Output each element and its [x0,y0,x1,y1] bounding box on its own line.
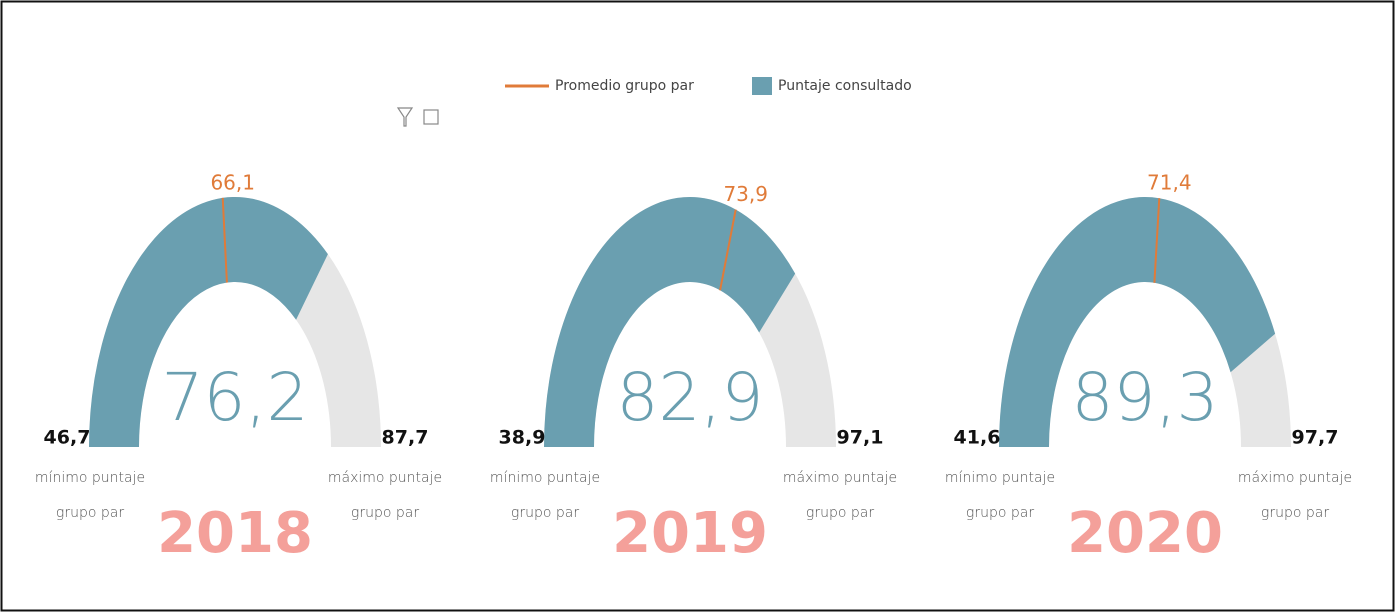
max-label: 97,1 [837,427,884,449]
legend-swatch [752,77,772,95]
min-caption: mínimo puntaje [490,470,600,486]
max-caption: máximo puntaje [783,470,897,486]
gauge-target [221,197,228,283]
year-title: 2020 [1067,501,1223,566]
gauge-value [544,197,796,447]
legend-label: Puntaje consultado [778,78,912,94]
gauge-value [999,197,1276,447]
focus-icon[interactable] [423,109,439,125]
visual-icons[interactable] [396,107,439,127]
min-caption: mínimo puntaje [945,470,1055,486]
max-caption: máximo puntaje [328,470,442,486]
target-label: 66,1 [210,170,255,194]
max-caption: grupo par [1261,505,1329,521]
min-label: 38,9 [499,427,546,449]
max-label: 97,7 [1292,427,1339,449]
target-label: 71,4 [1147,171,1192,195]
max-caption: grupo par [806,505,874,521]
year-title: 2019 [612,501,768,566]
min-caption: mínimo puntaje [35,470,145,486]
legend-label: Promedio grupo par [555,78,694,94]
filter-icon[interactable] [396,107,414,127]
year-title: 2018 [157,501,313,566]
gauge-target [719,209,737,291]
target-label: 73,9 [723,182,768,206]
value-label: 89,3 [1072,359,1219,436]
max-caption: grupo par [351,505,419,521]
value-label: 76,2 [162,359,309,436]
min-caption: grupo par [511,505,579,521]
min-label: 46,7 [44,427,91,449]
min-caption: grupo par [966,505,1034,521]
value-label: 82,9 [617,359,764,436]
gauge-target [1153,198,1161,283]
min-label: 41,6 [954,427,1001,449]
max-caption: máximo puntaje [1238,470,1352,486]
gauge-value [89,197,328,447]
min-caption: grupo par [56,505,124,521]
max-label: 87,7 [382,427,429,449]
